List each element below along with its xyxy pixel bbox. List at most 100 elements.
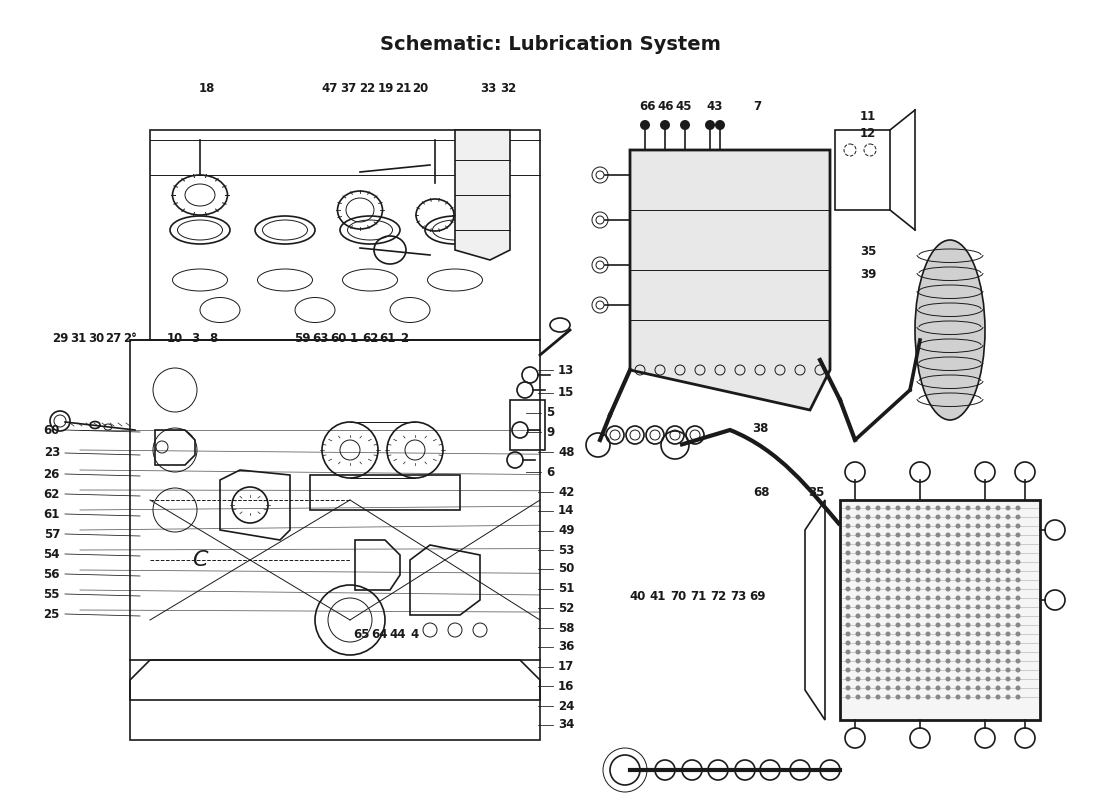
Circle shape — [996, 559, 1001, 565]
Text: 59: 59 — [294, 332, 310, 345]
Circle shape — [876, 605, 880, 610]
Circle shape — [1005, 677, 1011, 682]
Circle shape — [976, 677, 980, 682]
Circle shape — [966, 622, 970, 627]
Circle shape — [846, 641, 850, 646]
Circle shape — [925, 631, 931, 637]
Circle shape — [856, 631, 860, 637]
Circle shape — [946, 658, 950, 663]
Circle shape — [946, 605, 950, 610]
Text: 25: 25 — [44, 607, 60, 621]
Circle shape — [946, 686, 950, 690]
Text: 49: 49 — [558, 525, 574, 538]
Circle shape — [966, 559, 970, 565]
Text: 56: 56 — [44, 567, 60, 581]
Circle shape — [986, 667, 990, 673]
Circle shape — [846, 559, 850, 565]
Circle shape — [956, 514, 960, 519]
Text: 14: 14 — [558, 505, 574, 518]
Circle shape — [846, 514, 850, 519]
Circle shape — [876, 586, 880, 591]
Circle shape — [925, 650, 931, 654]
Circle shape — [986, 677, 990, 682]
Circle shape — [866, 550, 870, 555]
Circle shape — [876, 677, 880, 682]
Circle shape — [925, 686, 931, 690]
Text: 13: 13 — [558, 363, 574, 377]
Circle shape — [925, 550, 931, 555]
Circle shape — [886, 622, 891, 627]
Bar — [840, 500, 1040, 720]
Circle shape — [946, 622, 950, 627]
Circle shape — [915, 677, 921, 682]
Circle shape — [846, 622, 850, 627]
Text: 68: 68 — [754, 486, 770, 499]
Circle shape — [915, 578, 921, 582]
Circle shape — [986, 605, 990, 610]
Circle shape — [976, 578, 980, 582]
Circle shape — [976, 533, 980, 538]
Text: 44: 44 — [389, 628, 406, 641]
Circle shape — [1005, 694, 1011, 699]
Circle shape — [1015, 523, 1021, 529]
Circle shape — [946, 533, 950, 538]
Text: 10: 10 — [167, 332, 183, 345]
Polygon shape — [630, 150, 830, 410]
Circle shape — [856, 595, 860, 601]
Circle shape — [966, 694, 970, 699]
Circle shape — [976, 622, 980, 627]
Circle shape — [935, 631, 940, 637]
Circle shape — [895, 694, 901, 699]
Text: 34: 34 — [558, 718, 574, 731]
Circle shape — [946, 595, 950, 601]
Circle shape — [866, 658, 870, 663]
Circle shape — [915, 523, 921, 529]
Circle shape — [846, 686, 850, 690]
Circle shape — [986, 533, 990, 538]
Circle shape — [935, 506, 940, 510]
Text: 51: 51 — [558, 582, 574, 595]
Text: 55: 55 — [44, 587, 60, 601]
Text: 54: 54 — [44, 547, 60, 561]
Circle shape — [905, 622, 911, 627]
Circle shape — [1015, 658, 1021, 663]
Circle shape — [976, 506, 980, 510]
Text: 39: 39 — [860, 268, 877, 281]
Circle shape — [886, 533, 891, 538]
Circle shape — [905, 667, 911, 673]
Circle shape — [886, 614, 891, 618]
Circle shape — [996, 658, 1001, 663]
Circle shape — [856, 650, 860, 654]
Text: 60: 60 — [44, 423, 60, 437]
Circle shape — [956, 578, 960, 582]
Circle shape — [925, 578, 931, 582]
Circle shape — [1015, 641, 1021, 646]
Circle shape — [856, 506, 860, 510]
Circle shape — [1015, 631, 1021, 637]
Circle shape — [856, 605, 860, 610]
Circle shape — [846, 677, 850, 682]
Circle shape — [996, 686, 1001, 690]
Circle shape — [976, 595, 980, 601]
Circle shape — [915, 550, 921, 555]
Circle shape — [876, 631, 880, 637]
Circle shape — [956, 506, 960, 510]
Circle shape — [846, 533, 850, 538]
Circle shape — [935, 586, 940, 591]
Circle shape — [996, 523, 1001, 529]
Circle shape — [905, 658, 911, 663]
Text: 40: 40 — [630, 590, 646, 603]
Text: 63: 63 — [311, 332, 328, 345]
Circle shape — [966, 677, 970, 682]
Text: 53: 53 — [558, 543, 574, 557]
Circle shape — [1005, 622, 1011, 627]
Circle shape — [956, 595, 960, 601]
Circle shape — [660, 120, 670, 130]
Circle shape — [866, 559, 870, 565]
Circle shape — [946, 506, 950, 510]
Circle shape — [935, 542, 940, 546]
Text: 5: 5 — [546, 406, 554, 419]
Text: 6: 6 — [546, 466, 554, 478]
Circle shape — [996, 641, 1001, 646]
Circle shape — [976, 542, 980, 546]
